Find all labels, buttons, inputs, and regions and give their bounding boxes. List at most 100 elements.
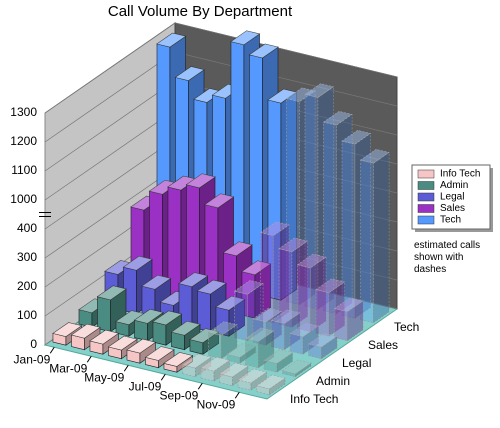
bar-top [237,368,268,384]
bar-front [134,319,148,342]
bar-top [181,353,212,369]
bar-top-shade [200,357,230,372]
bar-top [359,148,390,164]
bar [141,274,172,319]
depth-label: Legal [342,356,371,370]
bar-top [218,362,249,378]
legend-label: Info Tech [440,169,480,180]
bar-top-shade [263,349,293,364]
bar-top-shade [204,193,234,208]
bar-top-shade [193,88,223,103]
bar-front [289,333,304,355]
bar-top-shade [152,310,182,325]
bar-front [208,331,222,360]
bar-front [237,379,252,391]
bar [255,374,286,396]
bar-front [282,370,296,378]
bar-top [200,356,231,372]
bar-top-shade [271,309,301,324]
bar-top-shade [208,321,238,336]
bar [237,368,268,391]
legend-label: Admin [440,180,468,191]
x-tick [160,373,166,381]
bar [259,221,290,324]
bar-top [267,88,298,104]
bar-top [122,255,153,271]
bar-side-shade [295,363,312,377]
bar [359,148,390,324]
x-tick [123,364,129,372]
y-tick-label: 1300 [10,105,37,119]
bar-top-shade [315,278,345,293]
bar-top-shade [230,30,260,45]
bar-side [317,86,334,310]
bar-top-shade [126,339,156,354]
bar-front [360,159,374,324]
bar [89,329,120,355]
bar-side-shade [247,283,264,341]
x-tick-label: Sep-09 [160,388,199,402]
bar-top-shade [286,87,316,102]
bar-top [174,66,205,81]
bar-top-shade [149,180,179,195]
bar-top [170,320,201,336]
bar-top [304,83,335,98]
bar-top [133,309,164,324]
bar-side [347,300,364,342]
bar-side-shade [265,311,282,346]
bar-top [70,323,101,339]
bar-top [278,237,309,253]
bar-top-shade [189,328,219,343]
bar-top [289,322,320,338]
x-tick [49,346,55,354]
bar-top [233,280,264,295]
y-tick-label: 1000 [10,192,37,206]
bar [70,323,101,351]
bar-top [285,87,316,103]
bar [189,328,220,355]
bar-side-shade [202,331,219,355]
bar-top-shade [245,327,275,342]
bar-top-shade [167,176,197,191]
bar-top [222,241,253,257]
bar-side-shade [347,300,364,341]
bar-top-shade [282,359,312,374]
bar-top-shade [71,324,101,339]
bar-side-shade [299,90,316,305]
bar-top-shade [234,280,264,295]
bar-side-shade [102,333,119,355]
bar-top [248,43,279,59]
bar-top-shade [237,369,267,383]
x-tick [86,355,92,363]
bar-top-shade [97,285,127,300]
bar-top [226,343,257,358]
bar-top-shade [145,346,175,361]
bar-top-shade [241,260,271,275]
x-tick-label: Nov-09 [197,397,236,411]
legend-swatch [417,181,435,190]
bar-top-shade [197,280,227,295]
bar-side [321,335,338,360]
bar [200,356,231,382]
bar-top [204,193,235,209]
bar [333,297,364,342]
bar-top-shade [267,89,297,104]
bar-side-shade [276,352,293,373]
bar-top [322,110,353,126]
bar [322,110,353,315]
bar-top [207,321,238,336]
y-tick-label: 0 [30,337,37,351]
bar [289,322,320,355]
bar-side-shade [213,360,230,382]
bar-top [189,328,220,343]
legend-swatch [417,192,435,202]
bar-side-shade [184,324,201,350]
bar-side [232,365,249,387]
bar-top-shade [223,241,253,256]
bar-top-shade [260,221,290,236]
y-tick-label: 400 [17,221,37,235]
chart-title: Call Volume By Department [108,3,293,20]
bar-side [258,330,275,369]
depth-label: Admin [316,374,350,388]
